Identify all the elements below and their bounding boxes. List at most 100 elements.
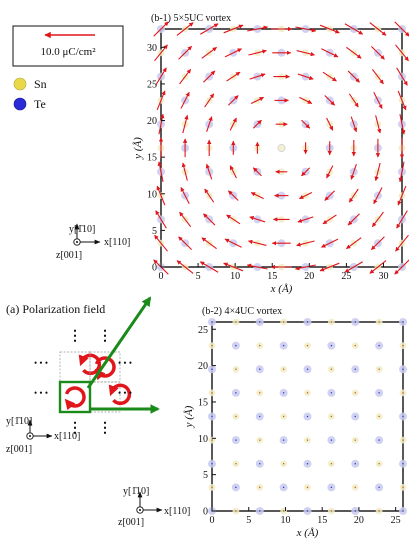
x-tick-label: 15	[267, 271, 277, 282]
polarization-arrow	[153, 21, 169, 37]
polarization-arrow	[180, 187, 190, 205]
polarization-dot	[282, 463, 285, 465]
polarization-arrows	[153, 21, 409, 275]
polarization-dot	[235, 463, 237, 465]
polarization-dot	[282, 344, 285, 347]
polarization-arrow	[398, 161, 405, 183]
polarization-arrow	[319, 262, 340, 272]
polarization-dot	[354, 415, 356, 418]
polarization-arrow	[324, 95, 336, 106]
polarization-dot	[354, 368, 356, 370]
polarization-arrow	[374, 162, 381, 182]
polarization-arrow	[250, 192, 264, 200]
polarization-arrow	[370, 236, 385, 251]
y-tick-label: 10	[147, 189, 157, 200]
polarization-arrow	[248, 239, 267, 246]
polarization-dot	[330, 439, 333, 441]
highlight-cell	[58, 380, 92, 414]
y-tick-label: 0	[203, 507, 208, 518]
polarization-arrow	[178, 45, 193, 60]
x-tick-label: 25	[391, 515, 401, 526]
polarization-dot	[235, 510, 237, 512]
y-tick-label: 20	[198, 361, 208, 372]
polarization-dot	[306, 439, 309, 441]
overview-ellipsis: • • • • • • • • • • • • ⋮ ⋮ ⋮ ⋮	[34, 329, 132, 436]
polarization-dot	[402, 344, 404, 347]
polarization-dot	[259, 344, 261, 347]
overview-panel: (a) Polarization field • • •• • •• • •• …	[6, 296, 160, 436]
polarization-dot	[402, 439, 404, 441]
polarization-arrow	[299, 96, 313, 104]
polarization-arrow	[201, 46, 217, 59]
polarization-arrow	[200, 23, 219, 35]
polarization-dot	[259, 439, 261, 441]
polarization-arrow	[203, 213, 216, 226]
polarization-dot	[354, 392, 356, 394]
y-tick-label: 20	[147, 116, 157, 127]
polarization-arrow	[297, 216, 314, 223]
polarization-arrow	[180, 91, 190, 109]
polarization-dot	[354, 344, 356, 347]
polarization-arrow	[294, 264, 316, 271]
polarization-arrow	[326, 165, 334, 179]
legend: 10.0 μC/cm² Sn Te	[12, 25, 124, 111]
polarization-arrow	[176, 260, 194, 274]
atom-layer	[208, 318, 407, 515]
x-tick-label: 15	[317, 515, 327, 526]
polarization-arrow	[156, 90, 166, 111]
polarization-dot	[354, 510, 356, 512]
polarization-dot	[282, 415, 285, 418]
polarization-arrow	[394, 21, 409, 37]
polarization-dot	[259, 368, 261, 370]
axis-z-label: z[001]	[118, 517, 144, 528]
polarization-arrow	[182, 114, 189, 134]
polarization-arrow	[247, 25, 269, 32]
x-tick-label: 0	[159, 271, 164, 282]
x-tick-label: 10	[280, 515, 290, 526]
rotation-arrow-icon	[108, 383, 132, 406]
polarization-dot	[259, 463, 261, 465]
y-axis-label: y (Å)	[132, 137, 144, 160]
polarization-arrow	[179, 68, 192, 85]
polarization-dot	[378, 510, 380, 512]
polarization-arrow	[229, 165, 237, 179]
polarization-dot	[354, 463, 356, 465]
legend-scale-label: 10.0 μC/cm²	[40, 46, 96, 58]
axis-x-label: x[110]	[164, 506, 190, 517]
plot-title: (b-2) 4×4UC vortex	[202, 306, 282, 317]
polarization-dot	[402, 510, 404, 512]
polarization-arrow	[397, 185, 407, 206]
polarization-dot	[235, 368, 237, 370]
polarization-dot	[330, 510, 333, 512]
polarization-dot	[306, 392, 309, 394]
x-tick-label: 5	[196, 271, 201, 282]
ellipsis-dots-vertical: ⋮	[98, 421, 112, 436]
polarization-dot	[235, 415, 237, 418]
legend-sn-label: Sn	[34, 77, 47, 91]
polarization-dot	[330, 392, 333, 394]
ellipsis-dots: • • •	[34, 388, 48, 398]
polarization-arrow	[373, 187, 383, 205]
polarization-dot	[211, 415, 213, 418]
polarization-dot	[282, 510, 285, 512]
polarization-dot	[235, 439, 237, 441]
polarization-arrow	[395, 234, 409, 252]
polarization-dot	[306, 344, 309, 347]
polarization-arrow	[370, 45, 385, 60]
legend-te-label: Te	[34, 97, 46, 111]
polarization-dot	[378, 344, 380, 347]
y-tick-label: 30	[147, 43, 157, 54]
axis-y-label: y[1̄10]	[6, 416, 32, 427]
polarization-arrow	[326, 117, 334, 131]
polarization-arrow	[249, 216, 266, 223]
polarization-dot	[306, 321, 309, 323]
x-tick-label: 5	[246, 515, 251, 526]
polarization-dot	[306, 510, 309, 512]
polarization-dot	[211, 344, 213, 347]
polarization-arrow	[396, 210, 408, 229]
rotation-arrow-icon	[78, 353, 102, 376]
polarization-arrow	[348, 188, 359, 203]
polarization-arrow	[397, 90, 407, 111]
polarization-dot	[378, 486, 380, 489]
polarization-dot	[402, 392, 404, 394]
